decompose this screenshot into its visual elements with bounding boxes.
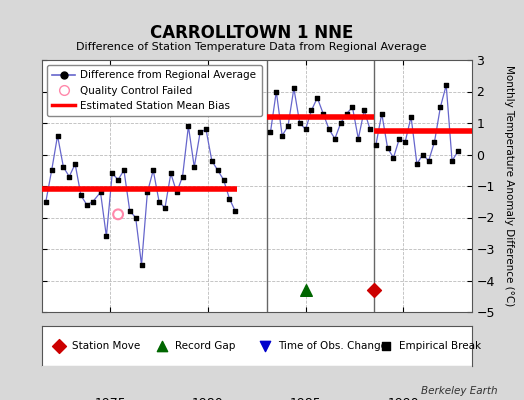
- Point: [331, 136, 339, 142]
- Point: [336, 120, 345, 126]
- Point: [55, 343, 63, 349]
- Y-axis label: Monthly Temperature Anomaly Difference (°C): Monthly Temperature Anomaly Difference (…: [505, 65, 515, 307]
- Point: [278, 132, 286, 139]
- Point: [53, 132, 62, 139]
- Point: [190, 164, 199, 170]
- Point: [41, 198, 50, 205]
- Text: Difference of Station Temperature Data from Regional Average: Difference of Station Temperature Data f…: [77, 42, 427, 52]
- Point: [366, 126, 374, 132]
- Point: [370, 287, 378, 293]
- Text: Berkeley Earth: Berkeley Earth: [421, 386, 498, 396]
- Point: [372, 142, 380, 148]
- Point: [378, 110, 386, 117]
- Point: [296, 120, 304, 126]
- Point: [59, 164, 68, 170]
- Legend: Difference from Regional Average, Quality Control Failed, Estimated Station Mean: Difference from Regional Average, Qualit…: [47, 65, 261, 116]
- Point: [261, 343, 269, 349]
- Point: [161, 205, 169, 211]
- Point: [65, 173, 73, 180]
- Point: [114, 176, 122, 183]
- Point: [319, 110, 328, 117]
- Point: [360, 107, 368, 114]
- Point: [120, 167, 128, 174]
- Text: Time of Obs. Change: Time of Obs. Change: [278, 341, 387, 351]
- Point: [381, 343, 390, 349]
- Point: [196, 129, 204, 136]
- Point: [348, 104, 357, 110]
- Point: [342, 110, 351, 117]
- Point: [155, 198, 163, 205]
- Point: [96, 189, 105, 196]
- Point: [158, 343, 167, 349]
- Point: [108, 170, 116, 177]
- Point: [220, 176, 228, 183]
- Point: [225, 195, 234, 202]
- Point: [231, 208, 239, 214]
- Point: [430, 139, 439, 145]
- Point: [301, 126, 310, 132]
- Text: Empirical Break: Empirical Break: [399, 341, 481, 351]
- Point: [419, 151, 427, 158]
- Point: [266, 129, 275, 136]
- Point: [149, 167, 157, 174]
- Text: Record Gap: Record Gap: [175, 341, 235, 351]
- Point: [354, 136, 363, 142]
- Point: [137, 262, 146, 268]
- Point: [143, 189, 151, 196]
- Point: [389, 154, 398, 161]
- Point: [83, 202, 91, 208]
- Point: [442, 82, 451, 88]
- Text: CARROLLTOWN 1 NNE: CARROLLTOWN 1 NNE: [150, 24, 353, 42]
- Point: [401, 139, 409, 145]
- Point: [301, 287, 310, 293]
- Point: [77, 192, 85, 199]
- Point: [213, 167, 222, 174]
- Point: [102, 233, 111, 240]
- Point: [114, 211, 122, 218]
- Point: [436, 104, 444, 110]
- Point: [448, 158, 456, 164]
- Point: [89, 198, 97, 205]
- Point: [313, 95, 322, 101]
- Point: [395, 136, 403, 142]
- Point: [126, 208, 134, 214]
- Point: [132, 214, 140, 221]
- Point: [178, 173, 187, 180]
- Point: [172, 189, 181, 196]
- Text: Station Move: Station Move: [72, 341, 140, 351]
- Point: [284, 123, 292, 129]
- Point: [384, 145, 392, 151]
- Point: [208, 158, 216, 164]
- Point: [307, 107, 315, 114]
- Point: [413, 161, 421, 167]
- Point: [290, 85, 298, 92]
- Point: [167, 170, 175, 177]
- Point: [48, 167, 56, 174]
- Point: [71, 161, 79, 167]
- Point: [272, 88, 280, 95]
- Point: [454, 148, 462, 154]
- Point: [424, 158, 433, 164]
- Point: [325, 126, 333, 132]
- Point: [202, 126, 210, 132]
- Point: [407, 114, 415, 120]
- Point: [184, 123, 193, 129]
